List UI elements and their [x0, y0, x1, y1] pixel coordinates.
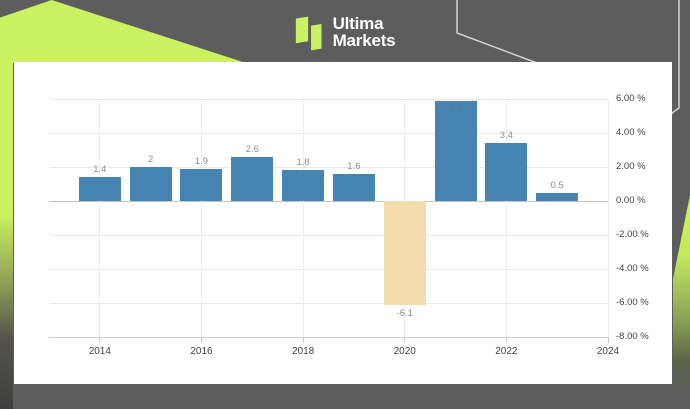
brand-name-line2: Markets — [332, 31, 396, 50]
bar-2017[interactable] — [231, 156, 274, 201]
gridline-h--6 — [49, 302, 608, 304]
gridline-v-2022 — [505, 99, 507, 337]
gridline-h-4 — [49, 132, 608, 134]
brand-logo-bars-icon — [295, 16, 322, 51]
bar-2020[interactable] — [383, 201, 426, 305]
x-axis-label-2022: 2022 — [495, 346, 518, 357]
x-axis-tick-2020 — [404, 337, 406, 343]
bar-2016[interactable] — [180, 168, 223, 201]
bar-label-2016: 1.9 — [194, 155, 209, 167]
brand-logo: Ultima Markets — [295, 13, 396, 51]
bar-label-2023: 0.5 — [550, 179, 564, 191]
gridline-h-0 — [49, 200, 608, 202]
bar-2018[interactable] — [282, 170, 325, 201]
bar-label-2021: 5.9 — [448, 103, 463, 115]
x-axis-label-2018: 2018 — [291, 346, 315, 357]
gridline-v-2024 — [607, 99, 609, 337]
decor-left-lime-strip — [0, 55, 13, 409]
y-axis-label-4: 4.00 % — [616, 127, 646, 138]
brand-name: Ultima Markets — [333, 15, 396, 49]
x-axis-tick-2018 — [302, 337, 304, 343]
decor-lime-triangle — [0, 0, 246, 63]
y-axis-label-0: 0.00 % — [616, 195, 646, 206]
bar-label-2020: -6.1 — [396, 307, 413, 319]
x-axis-label-2016: 2016 — [190, 346, 213, 357]
gridline-v-2014 — [99, 99, 101, 337]
y-axis-label-6: 6.00 % — [616, 93, 646, 104]
bar-label-2018: 1.8 — [296, 157, 310, 169]
x-axis-label-2020: 2020 — [393, 346, 416, 357]
bar-2021[interactable] — [434, 100, 477, 201]
gridline-v-2018 — [302, 99, 304, 337]
y-axis-label--8: -8.00 % — [616, 331, 649, 342]
bar-2015[interactable] — [129, 167, 172, 201]
y-axis-label-2: 2.00 % — [616, 161, 646, 172]
gridline-h--2 — [49, 234, 608, 236]
bar-2022[interactable] — [485, 143, 528, 201]
x-axis-label-2014: 2014 — [88, 346, 111, 357]
bar-2019[interactable] — [332, 173, 375, 201]
bar-2014[interactable] — [78, 177, 121, 201]
gridline-h-6 — [49, 98, 608, 100]
bar-2023[interactable] — [536, 192, 579, 201]
gridline-h--8 — [49, 336, 608, 338]
chart-card: 6.00 % 4.00 % 2.00 % 0.00 % -2.00 % -4.00 % -6… — [14, 62, 672, 384]
y-axis-label--4: -4.00 % — [616, 263, 649, 274]
bar-label-2019: 1.6 — [347, 160, 361, 172]
y-axis-label--6: -6.00 % — [616, 297, 649, 308]
bar-label-2014: 1.4 — [93, 164, 107, 176]
bar-label-2015: 2 — [147, 154, 154, 165]
gridline-h--4 — [49, 268, 608, 270]
y-axis-label--2: -2.00 % — [616, 229, 649, 240]
bar-label-2022: 3.4 — [499, 130, 513, 142]
gridline-h-2 — [49, 166, 608, 168]
bar-label-2017: 2.6 — [245, 143, 259, 155]
brand-name-line1: Ultima — [332, 14, 384, 33]
x-axis-tick-2024 — [607, 337, 609, 343]
x-axis-tick-2016 — [200, 337, 202, 343]
x-axis-tick-2022 — [505, 337, 507, 343]
gridline-v-2016 — [200, 99, 202, 337]
x-axis-tick-2014 — [99, 337, 101, 343]
bar-chart: 6.00 % 4.00 % 2.00 % 0.00 % -2.00 % -4.00 % -6… — [14, 62, 672, 384]
x-axis-label-2024: 2024 — [596, 346, 620, 357]
decor-right-lime-wedge — [673, 195, 690, 395]
